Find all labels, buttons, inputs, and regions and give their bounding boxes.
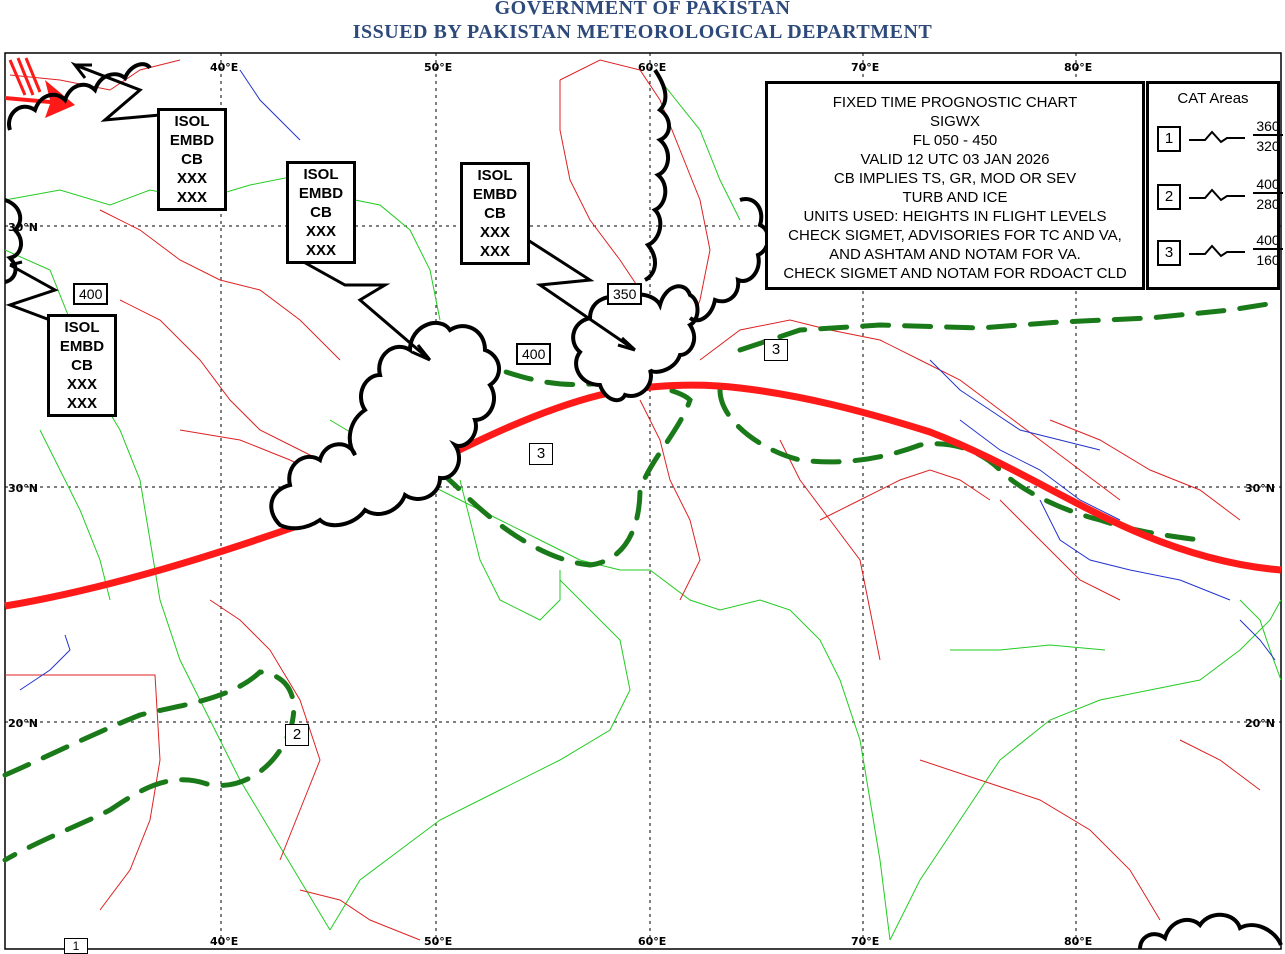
cb-box-nw: ISOL EMBD CB XXX XXX bbox=[157, 108, 227, 211]
cb-pointers bbox=[5, 61, 637, 362]
info-line: UNITS USED: HEIGHTS IN FLIGHT LEVELS bbox=[803, 208, 1107, 225]
cb-cloud-se-corner bbox=[1138, 912, 1283, 950]
country-borders bbox=[5, 59, 1261, 941]
lon-label-bottom-60: 60°E bbox=[638, 935, 666, 948]
cb-box-line: CB bbox=[71, 357, 93, 374]
info-line: SIGWX bbox=[929, 113, 980, 130]
cb-box-line: XXX bbox=[479, 243, 510, 260]
lon-label-bottom-80: 80°E bbox=[1064, 935, 1092, 948]
cat-legend-row: 2 400 280 bbox=[1157, 174, 1283, 218]
cat-legend-bottom-fl: 320 bbox=[1256, 138, 1280, 154]
cb-box-line: ISOL bbox=[303, 166, 339, 183]
cat-area-number: 1 bbox=[64, 938, 88, 954]
cat-legend-number: 3 bbox=[1157, 240, 1181, 266]
cb-box-line: ISOL bbox=[64, 319, 100, 336]
lon-label-top-70: 70°E bbox=[851, 61, 879, 74]
cat-legend-bottom-fl: 160 bbox=[1256, 252, 1280, 268]
jet-stream-axis bbox=[4, 381, 1282, 610]
cb-box-central: ISOL EMBD CB XXX XXX bbox=[286, 161, 356, 264]
lat-label-right-20: 20°N bbox=[1245, 717, 1275, 730]
lat-label-left-30-top: 30°N bbox=[8, 221, 38, 234]
cb-box-line: CB bbox=[181, 151, 203, 168]
cb-cloud-west-edge bbox=[4, 198, 23, 284]
lon-label-top-40: 40°E bbox=[210, 61, 238, 74]
cb-box-line: XXX bbox=[66, 376, 97, 393]
lat-label-left-20: 20°N bbox=[8, 717, 38, 730]
info-line: VALID 12 UTC 03 JAN 2026 bbox=[860, 151, 1050, 168]
cat-legend-number: 2 bbox=[1157, 184, 1181, 210]
cb-box-line: ISOL bbox=[174, 113, 210, 130]
cb-cloud-nw-corner bbox=[7, 62, 152, 131]
cat-legend-top-fl: 360 bbox=[1253, 118, 1283, 136]
cb-box-line: EMBD bbox=[169, 132, 215, 149]
jet-wind-barb bbox=[8, 57, 42, 96]
cat-legend-top-fl: 400 bbox=[1253, 176, 1283, 194]
cb-box-line: XXX bbox=[305, 242, 336, 259]
cb-box-line: XXX bbox=[66, 395, 97, 412]
lon-label-top-80: 80°E bbox=[1064, 61, 1092, 74]
lon-label-bottom-40: 40°E bbox=[210, 935, 238, 948]
header-subtitle: ISSUED BY PAKISTAN METEOROLOGICAL DEPART… bbox=[352, 21, 933, 43]
cat-legend-number: 1 bbox=[1157, 126, 1181, 152]
jet-flight-level-label: 400 bbox=[516, 343, 552, 365]
turbulence-symbol-icon bbox=[1189, 130, 1245, 144]
lat-lon-grid bbox=[5, 53, 1281, 949]
cb-box-line: CB bbox=[484, 205, 506, 222]
info-line: CHECK SIGMET AND NOTAM FOR RDOACT CLD bbox=[783, 265, 1127, 282]
cat-area-3-north bbox=[737, 299, 1284, 353]
cb-box-line: EMBD bbox=[298, 185, 344, 202]
info-line: FL 050 - 450 bbox=[912, 132, 998, 149]
info-line: FIXED TIME PROGNOSTIC CHART bbox=[832, 94, 1078, 111]
cb-cloud-area bbox=[4, 62, 1283, 950]
cat-area-2 bbox=[2, 669, 297, 863]
lat-label-left-30: 30°N bbox=[8, 482, 38, 495]
cb-cloud-northeast bbox=[688, 197, 770, 323]
cat-legend-title: CAT Areas bbox=[1177, 90, 1249, 107]
cb-box-line: EMBD bbox=[59, 338, 105, 355]
cat-legend-row: 3 400 160 bbox=[1157, 230, 1283, 274]
cb-cloud-afghan bbox=[571, 284, 700, 403]
info-line: AND ASHTAM AND NOTAM FOR VA. bbox=[829, 246, 1081, 263]
chart-info-box: FIXED TIME PROGNOSTIC CHART SIGWX FL 050… bbox=[765, 81, 1145, 290]
grid-labels: 40°E 50°E 60°E 70°E 80°E 40°E 50°E 60°E … bbox=[8, 61, 1275, 948]
cb-box-line: XXX bbox=[176, 170, 207, 187]
cat-areas-legend: CAT Areas 1 360 320 2 400 280 3 400 160 bbox=[1146, 81, 1283, 290]
cb-box-line: XXX bbox=[305, 223, 336, 240]
cb-box-line: XXX bbox=[479, 224, 510, 241]
cat-area-number: 3 bbox=[764, 339, 788, 361]
info-line: CHECK SIGMET, ADVISORIES FOR TC AND VA, bbox=[788, 227, 1122, 244]
cat-legend-top-fl: 400 bbox=[1253, 232, 1283, 250]
cat-area-number: 2 bbox=[285, 724, 309, 746]
cb-cloud-central bbox=[269, 320, 501, 531]
cat-legend-row: 1 360 320 bbox=[1157, 116, 1283, 160]
jet-stream-arrow bbox=[5, 80, 75, 118]
jet-flight-level-label: 400 bbox=[73, 283, 109, 305]
cb-cloud-north-edge bbox=[643, 68, 671, 282]
header-title: GOVERNMENT OF PAKISTAN bbox=[494, 0, 791, 19]
lon-label-top-50: 50°E bbox=[424, 61, 452, 74]
lat-label-right-30: 30°N bbox=[1245, 482, 1275, 495]
cat-legend-bottom-fl: 280 bbox=[1256, 196, 1280, 212]
cb-box-line: XXX bbox=[176, 189, 207, 206]
info-line: TURB AND ICE bbox=[902, 189, 1008, 206]
cb-box-line: CB bbox=[310, 204, 332, 221]
lon-label-bottom-50: 50°E bbox=[424, 935, 452, 948]
rivers bbox=[19, 69, 1276, 691]
cb-box-west: ISOL EMBD CB XXX XXX bbox=[47, 314, 117, 417]
lon-label-bottom-70: 70°E bbox=[851, 935, 879, 948]
turbulence-symbol-icon bbox=[1189, 244, 1245, 258]
info-line: CB IMPLIES TS, GR, MOD OR SEV bbox=[833, 170, 1077, 187]
cb-box-line: EMBD bbox=[472, 186, 518, 203]
lon-label-top-60: 60°E bbox=[638, 61, 666, 74]
cb-box-line: ISOL bbox=[477, 167, 513, 184]
turbulence-symbol-icon bbox=[1189, 188, 1245, 202]
cb-box-east: ISOL EMBD CB XXX XXX bbox=[460, 162, 530, 265]
jet-flight-level-label: 350 bbox=[607, 283, 643, 305]
cat-area-number: 3 bbox=[529, 443, 553, 465]
map-frame bbox=[4, 52, 1282, 950]
